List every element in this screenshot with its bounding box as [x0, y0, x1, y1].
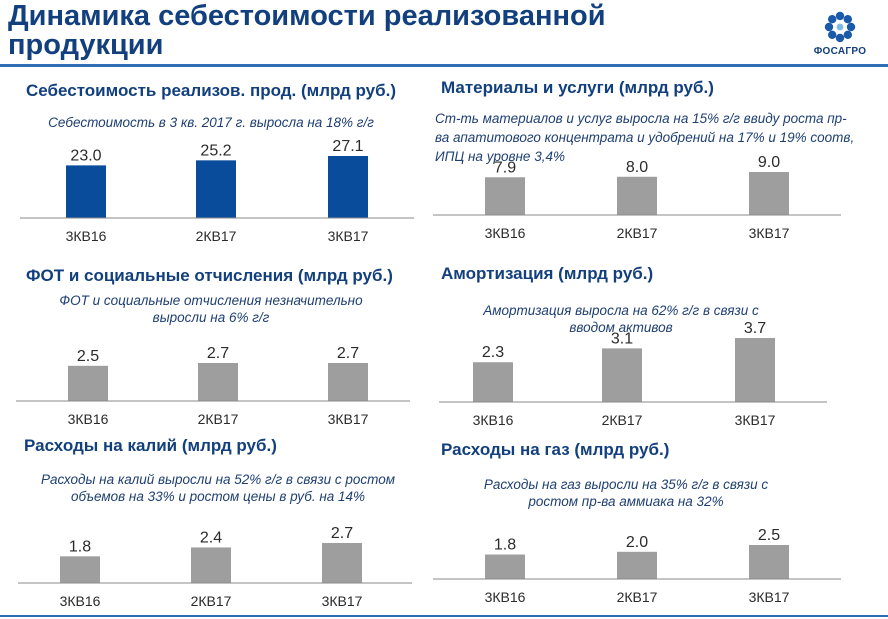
panel-payroll: ФОТ и социальные отчисления (млрд руб.) …	[16, 266, 426, 434]
bar-chart-depreciation: 2.3 3КВ16 3.1 2КВ17 3.7 3КВ17	[439, 320, 827, 428]
x-tick-label: 3КВ17	[328, 228, 369, 244]
bar-chart-potash: 1.8 3КВ16 2.4 2КВ17 2.7 3КВ17	[18, 525, 412, 609]
x-tick-label: 3КВ17	[749, 589, 790, 605]
bar-chart-materials-services: 7.9 3КВ16 8.0 2КВ17 9.0 3КВ17	[433, 154, 841, 241]
x-tick-label: 3КВ16	[66, 228, 107, 244]
data-label: 2.4	[200, 529, 222, 546]
panel-subtitle: ФОТ и социальные отчисления незначительн…	[59, 293, 363, 325]
bar-chart-payroll: 2.5 3КВ16 2.7 2КВ17 2.7 3КВ17	[16, 345, 410, 427]
x-tick-label: 3КВ16	[485, 225, 526, 241]
data-label: 3.7	[744, 320, 766, 337]
flower-icon	[824, 11, 856, 43]
data-label: 1.8	[69, 538, 91, 555]
panel-materials-services: Материалы и услуги (млрд руб.) Ст-ть мат…	[433, 78, 871, 256]
panel-subtitle: Расходы на калий выросли на 52% г/г в св…	[40, 472, 396, 504]
panel-cost-of-sales: Себестоимость реализов. прод. (млрд руб.…	[20, 81, 426, 256]
data-label: 7.9	[494, 159, 516, 176]
data-label: 2.5	[758, 527, 780, 544]
panel-title: ФОТ и социальные отчисления (млрд руб.)	[26, 266, 393, 285]
footer-divider	[0, 615, 888, 617]
x-tick-label: 2КВ17	[617, 589, 658, 605]
bar-3КВ17	[749, 172, 789, 215]
data-label: 2.0	[626, 534, 648, 551]
phosagro-logo: ФОСАГРО	[802, 8, 878, 60]
x-tick-label: 3КВ16	[60, 593, 101, 609]
data-label: 23.0	[70, 147, 101, 164]
bar-3КВ16	[473, 362, 513, 402]
data-label: 2.5	[77, 348, 99, 365]
panel-depreciation: Амортизация (млрд руб.) Амортизация выро…	[439, 264, 871, 436]
x-tick-label: 3КВ17	[322, 593, 363, 609]
panel-gas: Расходы на газ (млрд руб.) Расходы на га…	[433, 440, 871, 613]
bar-2КВ17	[191, 547, 231, 583]
bar-3КВ16	[60, 556, 100, 583]
panel-subtitle: Ст-ть материалов и услуг выросла на 15% …	[435, 111, 855, 164]
bar-chart-gas: 1.8 3КВ16 2.0 2КВ17 2.5 3КВ17	[433, 527, 841, 605]
bar-2КВ17	[198, 363, 238, 401]
bar-3КВ17	[735, 338, 775, 402]
header-divider	[0, 64, 888, 67]
bar-3КВ16	[66, 165, 106, 218]
bar-2КВ17	[617, 176, 657, 215]
data-label: 2.7	[207, 345, 229, 362]
panel-title: Расходы на калий (млрд руб.)	[24, 436, 277, 455]
x-tick-label: 2КВ17	[198, 411, 239, 427]
bar-chart-cost-of-sales: 23.0 3КВ16 25.2 2КВ17 27.1 3КВ17	[20, 138, 414, 244]
panel-title: Амортизация (млрд руб.)	[441, 264, 654, 283]
data-label: 27.1	[332, 138, 363, 155]
x-tick-label: 2КВ17	[196, 228, 237, 244]
x-tick-label: 3КВ17	[735, 412, 776, 428]
panel-title: Материалы и услуги (млрд руб.)	[441, 78, 714, 97]
data-label: 2.7	[331, 525, 353, 542]
data-label: 25.2	[200, 142, 231, 159]
x-tick-label: 3КВ17	[749, 225, 790, 241]
panel-subtitle: Амортизация выросла на 62% г/г в связи с…	[483, 303, 759, 335]
data-label: 2.7	[337, 345, 359, 362]
bar-3КВ17	[328, 156, 368, 218]
bar-2КВ17	[602, 348, 642, 402]
bar-3КВ16	[485, 177, 525, 215]
bar-3КВ17	[328, 363, 368, 401]
data-label: 9.0	[758, 154, 780, 171]
page-title: Динамика себестоимости реализованной про…	[8, 0, 606, 61]
bar-3КВ16	[68, 365, 108, 401]
bar-3КВ17	[749, 545, 789, 579]
panel-potash: Расходы на калий (млрд руб.) Расходы на …	[18, 436, 424, 613]
panel-title: Себестоимость реализов. прод. (млрд руб.…	[26, 81, 397, 100]
x-tick-label: 3КВ16	[68, 411, 109, 427]
x-tick-label: 2КВ17	[617, 225, 658, 241]
bar-2КВ17	[196, 160, 236, 218]
x-tick-label: 3КВ16	[485, 589, 526, 605]
bar-3КВ17	[322, 543, 362, 583]
panel-subtitle: Себестоимость в 3 кв. 2017 г. выросла на…	[48, 115, 374, 130]
logo-text: ФОСАГРО	[813, 46, 867, 57]
bar-3КВ16	[485, 554, 525, 579]
x-tick-label: 2КВ17	[191, 593, 232, 609]
panel-subtitle: Расходы на газ выросли на 35% г/г в связ…	[483, 477, 769, 509]
data-label: 1.8	[494, 537, 516, 554]
x-tick-label: 3КВ16	[473, 412, 514, 428]
x-tick-label: 2КВ17	[602, 412, 643, 428]
x-tick-label: 3КВ17	[328, 411, 369, 427]
panel-title: Расходы на газ (млрд руб.)	[441, 440, 670, 459]
bar-2КВ17	[617, 551, 657, 579]
data-label: 8.0	[626, 159, 648, 176]
data-label: 2.3	[482, 344, 504, 361]
data-label: 3.1	[611, 330, 633, 347]
